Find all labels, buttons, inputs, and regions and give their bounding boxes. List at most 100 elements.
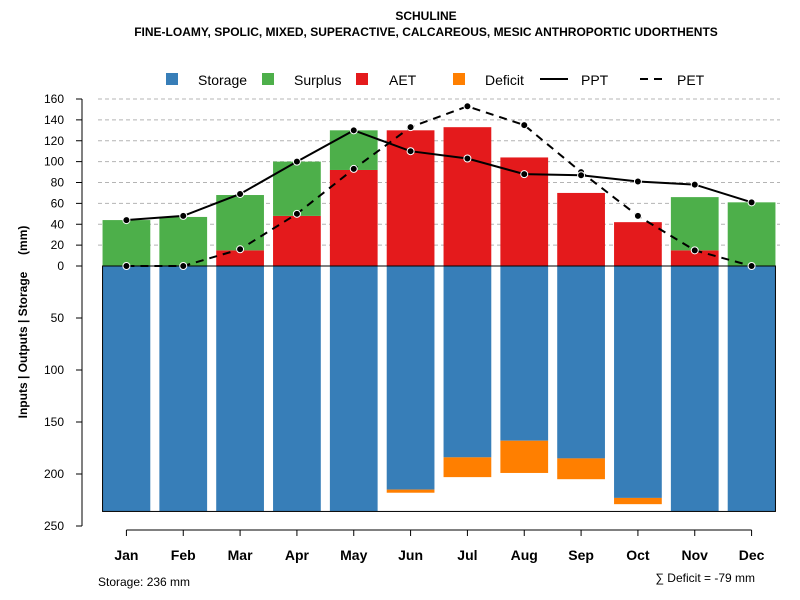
chart-subtitle: FINE-LOAMY, SPOLIC, MIXED, SUPERACTIVE, … (134, 25, 718, 39)
x-tick-label: Nov (682, 547, 709, 563)
chart-title: SCHULINE (395, 9, 456, 23)
legend-label-pet: PET (677, 72, 705, 88)
x-tick-label: Jul (457, 547, 477, 563)
bar-deficit (500, 440, 549, 473)
y-tick-label: 120 (44, 134, 64, 148)
x-tick-label: Oct (626, 547, 650, 563)
bar-aet (273, 215, 321, 266)
bar-storage (443, 266, 492, 458)
y-tick-label: 100 (44, 155, 64, 169)
bar-aet (614, 222, 662, 266)
bar-storage (557, 266, 605, 459)
bar-aet (670, 250, 719, 266)
bar-storage (386, 266, 435, 490)
bar-storage (102, 266, 151, 512)
bar-surplus (159, 216, 208, 266)
bar-aet (216, 250, 264, 266)
pet-point (633, 211, 642, 220)
legend-label-ppt: PPT (581, 72, 609, 88)
bar-storage (670, 266, 719, 512)
ppt-point (179, 211, 188, 220)
ppt-line (126, 129, 752, 222)
bar-surplus (273, 161, 321, 216)
bar-storage (727, 266, 776, 512)
bar-deficit (614, 497, 662, 505)
pet-point (236, 245, 245, 254)
bars (102, 127, 776, 512)
x-tick-label: Apr (285, 547, 310, 563)
series-lines (122, 102, 756, 270)
y-tick-label: 250 (44, 519, 64, 533)
bar-surplus (102, 220, 151, 266)
y-tick-label: 140 (44, 113, 64, 127)
bar-storage (273, 266, 321, 512)
legend-swatch-aet (356, 73, 368, 85)
y-tick-label: 50 (51, 311, 65, 325)
x-tick-label: Dec (739, 547, 765, 563)
pet-point (292, 209, 301, 218)
legend-swatch-surplus (262, 73, 274, 85)
legend-label-storage: Storage (198, 72, 247, 88)
y-tick-label: 60 (51, 196, 65, 210)
ppt-point (463, 154, 472, 163)
ppt-point (577, 171, 586, 180)
pet-point (349, 164, 358, 173)
pet-point (463, 102, 472, 111)
bar-deficit (557, 458, 605, 480)
x-tick-label: Sep (568, 547, 594, 563)
x-tick-label: Feb (171, 547, 196, 563)
pet-point (690, 246, 699, 255)
pet-point (747, 262, 756, 270)
bar-deficit (386, 489, 435, 493)
ppt-point (747, 198, 756, 207)
x-tick-label: Jun (398, 547, 423, 563)
y-tick-label: 160 (44, 92, 64, 106)
y-tick-label: 0 (57, 259, 64, 273)
bar-storage (329, 266, 378, 512)
ppt-point (122, 216, 131, 225)
pet-point (406, 123, 415, 132)
ppt-point (633, 177, 642, 186)
ppt-point (520, 170, 529, 179)
pet-point (520, 121, 529, 130)
legend-swatch-storage (166, 73, 178, 85)
ppt-point (690, 180, 699, 189)
bar-storage (614, 266, 662, 498)
axes: 0 20 40 60 80 100 120 140 160 50 100 150 200 250 Jan Fe… (44, 92, 765, 563)
bar-aet (443, 127, 492, 267)
storage-note: Storage: 236 mm (98, 575, 190, 589)
legend-label-surplus: Surplus (294, 72, 341, 88)
legend: Storage Surplus AET Deficit PPT PET (166, 72, 705, 88)
bar-aet (329, 169, 378, 266)
pet-point (179, 262, 188, 270)
y-tick-label: 40 (51, 217, 65, 231)
y-tick-label: 150 (44, 415, 64, 429)
legend-swatch-deficit (453, 73, 465, 85)
bar-storage (159, 266, 208, 512)
y-tick-label: 20 (51, 238, 65, 252)
pet-line (126, 105, 752, 267)
x-tick-label: Mar (228, 547, 253, 563)
legend-label-deficit: Deficit (485, 72, 524, 88)
ppt-point (292, 157, 301, 166)
bar-surplus (216, 195, 264, 251)
x-tick-label: Jan (114, 547, 138, 563)
y-tick-label: 200 (44, 467, 64, 481)
y-axis-label: Inputs | Outputs | Storage (mm) (16, 226, 30, 419)
legend-label-aet: AET (389, 72, 417, 88)
bar-storage (500, 266, 549, 441)
y-tick-label: 80 (51, 176, 65, 190)
bar-surplus (727, 202, 776, 266)
bar-aet (557, 192, 605, 266)
y-tick-label: 100 (44, 363, 64, 377)
ppt-point (236, 189, 245, 198)
ppt-point (349, 126, 358, 135)
ppt-point (406, 147, 415, 156)
pet-point (122, 262, 131, 270)
deficit-note: ∑ Deficit = -79 mm (655, 571, 755, 585)
x-tick-label: Aug (511, 547, 538, 563)
bar-storage (216, 266, 264, 512)
bar-deficit (443, 457, 492, 478)
x-tick-label: May (340, 547, 367, 563)
